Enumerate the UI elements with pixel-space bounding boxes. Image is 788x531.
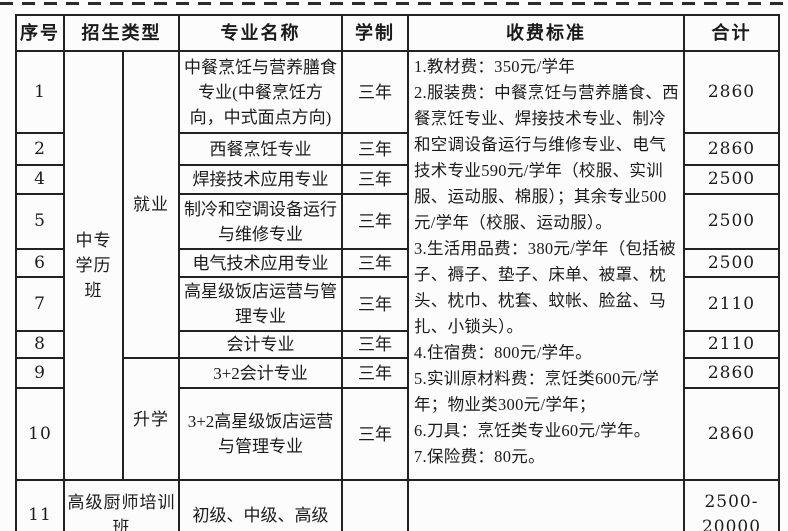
total-cell: 2860 [683,50,780,134]
major-cell: 制冷和空调设备运行与维修专业 [178,193,343,250]
duration-cell [341,479,409,531]
major-cell: 初级、中级、高级 [178,479,343,531]
no-cell: 10 [15,387,65,481]
group-cell-chef-training: 高级厨师培训班 [63,479,180,531]
major-cell: 中餐烹饪与营养膳食专业(中餐烹饪方向，中式面点方向) [178,50,343,134]
cutoff-row-dashes [0,2,788,5]
major-cell: 电气技术应用专业 [178,248,343,278]
table-row: 11 高级厨师培训班 初级、中级、高级 2500-20000 [15,479,780,531]
group-cell-diploma-class: 中专学历班 [63,50,124,481]
no-cell: 6 [15,248,65,278]
major-cell: 高星级饭店运营与管理专业 [178,276,343,332]
table-row: 8 会计专业 三年 2110 [15,330,780,359]
duration-cell: 三年 [341,193,409,250]
header-fee-standard: 收费标准 [407,14,685,52]
table-row: 1 中专学历班 就业 中餐烹饪与营养膳食专业(中餐烹饪方向，中式面点方向) 三年… [15,50,780,481]
total-cell: 2500-20000 [683,479,780,531]
total-cell: 2500 [683,164,780,195]
major-cell: 焊接技术应用专业 [178,164,343,195]
fee-item: 5.实训原材料费：烹饪类600元/学年；物业类300元/学年； [414,369,660,414]
table-row: 5 制冷和空调设备运行与维修专业 三年 2500 [15,193,780,250]
duration-cell: 三年 [341,248,409,278]
duration-cell: 三年 [341,132,409,166]
fee-item: 3.生活用品费：380元/学年（包括被子、褥子、垫子、床单、被罩、枕头、枕巾、枕… [414,239,676,336]
total-cell: 2860 [683,357,780,389]
table-row: 10 3+2高星级饭店运营与管理专业 三年 2860 [15,387,780,481]
duration-cell: 三年 [341,330,409,359]
table-row: 9 升学 3+2会计专业 三年 2860 [15,357,780,481]
duration-cell: 三年 [341,276,409,332]
duration-cell: 三年 [341,357,409,389]
duration-cell: 三年 [341,164,409,195]
fee-item: 7.保险费：80元。 [414,447,545,466]
group-cell-employment: 就业 [122,50,180,359]
duration-cell: 三年 [341,387,409,481]
total-cell: 2110 [683,330,780,359]
fee-item: 2.服装费：中餐烹饪与营养膳食、西餐烹饪专业、焊接技术专业、制冷和空调设备运行与… [414,83,679,232]
fee-item: 4.住宿费：800元/学年。 [414,343,592,362]
no-cell: 7 [15,276,65,332]
fee-item: 6.刀具：烹饪类专业60元/学年。 [414,421,651,440]
no-cell: 11 [15,479,65,531]
no-cell: 2 [15,132,65,166]
table-row: 4 焊接技术应用专业 三年 2500 [15,164,780,195]
no-cell: 1 [15,50,65,134]
total-cell: 2860 [683,387,780,481]
table-row: 6 电气技术应用专业 三年 2500 [15,248,780,278]
major-cell: 西餐烹饪专业 [178,132,343,166]
major-cell: 会计专业 [178,330,343,359]
header-enroll-type: 招生类型 [63,14,180,52]
fee-standard-cell: 1.教材费：350元/学年 2.服装费：中餐烹饪与营养膳食、西餐烹饪专业、焊接技… [407,50,685,481]
header-major: 专业名称 [178,14,343,52]
header-row: 序号 招生类型 专业名称 学制 收费标准 合计 [15,14,780,52]
fee-item: 1.教材费：350元/学年 [414,57,576,76]
no-cell: 9 [15,357,65,389]
major-cell: 3+2高星级饭店运营与管理专业 [178,387,343,481]
table-row: 7 高星级饭店运营与管理专业 三年 2110 [15,276,780,332]
no-cell: 8 [15,330,65,359]
tuition-fee-table: 序号 招生类型 专业名称 学制 收费标准 合计 1 中专学历班 就业 中餐烹饪与… [15,14,780,531]
total-cell: 2500 [683,248,780,278]
total-cell: 2860 [683,132,780,166]
major-cell: 3+2会计专业 [178,357,343,389]
total-cell: 2500 [683,193,780,250]
duration-cell: 三年 [341,50,409,134]
fee-standard-cell-empty [407,479,685,531]
header-duration: 学制 [341,14,409,52]
total-cell: 2110 [683,276,780,332]
table-row: 2 西餐烹饪专业 三年 2860 [15,132,780,166]
header-total: 合计 [683,14,780,52]
no-cell: 4 [15,164,65,195]
no-cell: 5 [15,193,65,250]
header-no: 序号 [15,14,65,52]
group-cell-further-study: 升学 [122,357,180,481]
